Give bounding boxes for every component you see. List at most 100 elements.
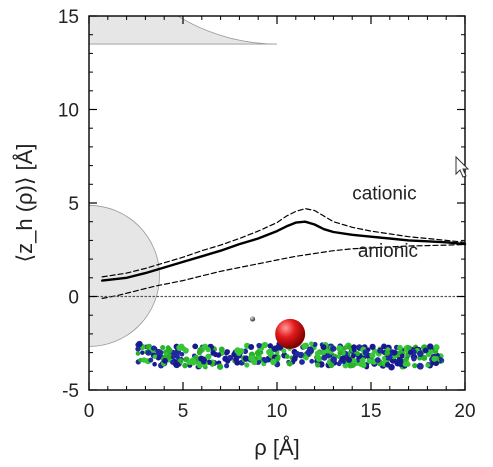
membrane-particle xyxy=(179,352,185,357)
membrane-particle xyxy=(170,354,176,360)
membrane-particle xyxy=(281,348,287,354)
plot-frame xyxy=(88,15,466,391)
membrane-particle xyxy=(336,361,342,367)
membrane-particle xyxy=(396,356,404,364)
membrane-particle xyxy=(166,353,173,360)
membrane-particle xyxy=(158,349,164,355)
membrane-particle xyxy=(330,356,337,364)
membrane-particle xyxy=(425,362,431,368)
membrane-particle xyxy=(381,355,387,361)
membrane-particle xyxy=(312,341,318,347)
membrane-particle xyxy=(224,363,230,369)
membrane-particle xyxy=(407,349,414,355)
membrane-particle xyxy=(256,342,262,349)
membrane-particle xyxy=(160,344,166,351)
membrane-particle xyxy=(328,362,335,369)
membrane-particle xyxy=(248,355,255,362)
membrane-particle xyxy=(427,343,434,350)
membrane-particle xyxy=(136,340,143,348)
membrane-particle xyxy=(358,361,364,367)
membrane-particle xyxy=(201,343,209,351)
y-tick-label: 5 xyxy=(68,194,79,215)
membrane-particle xyxy=(305,349,311,355)
membrane-particle xyxy=(294,351,300,357)
membrane-particle xyxy=(350,353,356,359)
membrane-particle xyxy=(254,349,262,357)
membrane-particle xyxy=(374,357,381,363)
membrane-particle xyxy=(206,359,212,365)
membrane-particle xyxy=(412,362,418,369)
membrane-particle xyxy=(416,362,424,370)
membrane-particle xyxy=(192,343,199,350)
membrane-particle xyxy=(384,362,391,368)
x-tick-label: 15 xyxy=(360,401,381,422)
membrane-particle xyxy=(166,347,173,354)
membrane-particle xyxy=(148,357,154,363)
mouse-cursor-icon xyxy=(455,155,470,178)
small-gray-bead xyxy=(249,316,256,322)
x-tick-label: 10 xyxy=(266,401,287,422)
membrane-particle xyxy=(173,361,181,369)
y-tick-label: 0 xyxy=(68,288,79,309)
membrane-particle xyxy=(346,344,352,350)
y-tick-label: -5 xyxy=(62,381,79,402)
membrane-particle xyxy=(211,350,216,356)
y-axis-label: ⟨z_h (ρ)⟩ [Å] xyxy=(12,144,37,263)
membrane-particle xyxy=(406,345,412,351)
membrane-particle xyxy=(242,355,250,362)
membrane-particle xyxy=(427,348,434,355)
membrane-particle xyxy=(422,356,428,361)
membrane-particle xyxy=(417,350,424,358)
large-gray-quarter-disk xyxy=(89,16,278,45)
membrane-particle xyxy=(381,343,387,350)
membrane-particle xyxy=(309,358,315,364)
membrane-particle xyxy=(197,347,204,354)
membrane-particle xyxy=(315,355,323,362)
membrane-particle xyxy=(362,349,368,355)
membrane-particle xyxy=(270,358,277,366)
annotations-layer: cationic anionic xyxy=(352,183,418,262)
membrane-particle xyxy=(320,344,327,351)
membrane-particle xyxy=(235,350,242,357)
membrane-particle xyxy=(140,350,145,355)
membrane-particle xyxy=(274,355,281,362)
red-sphere xyxy=(275,318,306,349)
membrane-particle xyxy=(234,359,241,366)
membrane-particle xyxy=(225,358,231,364)
series-line-3-dashed xyxy=(101,243,466,299)
x-tick-label: 0 xyxy=(84,401,95,422)
membrane-particle xyxy=(218,346,225,353)
membrane-particle xyxy=(384,350,391,356)
membrane-particle xyxy=(301,342,309,350)
membrane-particle xyxy=(216,363,224,370)
membrane-particle xyxy=(141,357,147,363)
membrane-particle xyxy=(433,345,439,350)
membrane-particle xyxy=(330,345,337,352)
membrane-particle xyxy=(244,362,250,368)
membrane-particle xyxy=(336,345,343,352)
x-tick-label: 20 xyxy=(454,401,475,422)
annotation-cationic: cationic xyxy=(352,183,416,204)
membrane-particle xyxy=(286,361,292,366)
membrane-particle xyxy=(321,354,328,361)
y-tick-label: 15 xyxy=(58,7,79,28)
membrane-particle xyxy=(152,354,158,360)
membrane-particle xyxy=(309,341,314,346)
membrane-particle xyxy=(299,359,305,365)
x-axis-label: ρ [Å] xyxy=(254,435,300,460)
membrane-particle xyxy=(291,355,298,362)
membrane-particle xyxy=(205,353,212,360)
membrane-particle xyxy=(262,357,269,364)
membrane-particle xyxy=(314,362,321,368)
membrane-particle xyxy=(224,349,230,355)
membrane-particle xyxy=(345,356,353,363)
membrane-particle xyxy=(326,353,332,359)
series-layer xyxy=(88,208,467,299)
membrane-particle xyxy=(135,346,141,352)
membrane-particle xyxy=(201,359,207,365)
membrane-particle xyxy=(152,361,157,367)
membrane-particle xyxy=(135,351,141,356)
membrane-particle xyxy=(284,354,290,359)
